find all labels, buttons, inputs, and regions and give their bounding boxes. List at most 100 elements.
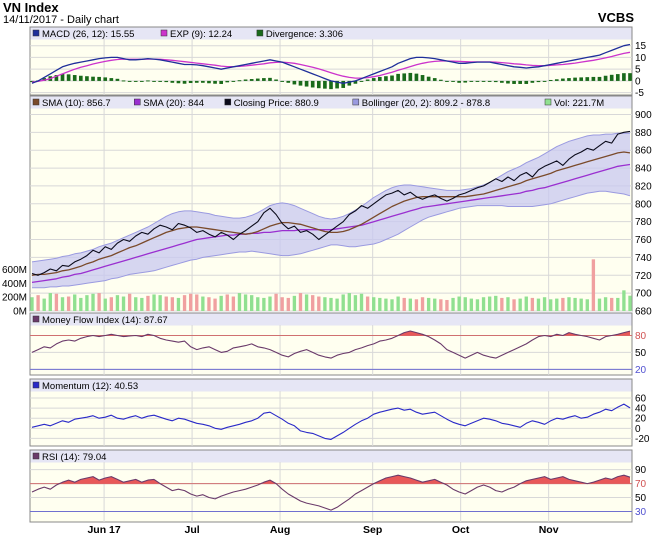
- volume-bar: [323, 297, 327, 311]
- price-legend-label: SMA (20): 844: [143, 98, 204, 109]
- macd-divergence-bar: [609, 74, 614, 81]
- volume-bar: [359, 293, 364, 311]
- macd-divergence-bar: [585, 77, 590, 81]
- volume-bar: [311, 295, 315, 311]
- macd-divergence-bar: [91, 76, 95, 81]
- volume-bar: [134, 297, 138, 311]
- macd-divergence-bar: [255, 78, 260, 81]
- macd-divergence-bar: [274, 79, 278, 81]
- volume-bar: [237, 293, 242, 311]
- volume-bar: [414, 299, 419, 311]
- volume-bar: [573, 297, 577, 311]
- macd-divergence-bar: [597, 76, 602, 81]
- macd-divergence-bar: [109, 78, 114, 81]
- macd-divergence-bar: [353, 80, 358, 84]
- volume-bar: [426, 297, 431, 311]
- macd-divergence-bar: [316, 80, 321, 89]
- x-axis-label: Aug: [270, 524, 290, 536]
- volume-bar: [201, 296, 205, 311]
- macd-divergence-bar: [341, 80, 346, 88]
- volume-bar: [207, 297, 211, 311]
- volume-bar: [530, 297, 535, 311]
- momentum-line: [31, 403, 631, 440]
- volume-bar: [341, 294, 345, 311]
- macd-divergence-bar: [262, 78, 266, 81]
- price-legend-swatch: [224, 98, 232, 106]
- volume-bar: [365, 296, 370, 311]
- macd-divergence-bar: [329, 80, 333, 90]
- bollinger-band: [32, 133, 630, 288]
- volume-bar: [317, 296, 321, 311]
- volume-bar: [475, 299, 480, 311]
- volume-bar: [518, 298, 522, 311]
- volume-bar: [231, 296, 236, 311]
- volume-bar: [66, 296, 71, 311]
- macd-divergence-bar: [140, 80, 144, 82]
- rsi-overbought-fill: [32, 475, 630, 484]
- macd-divergence-bar: [390, 75, 394, 81]
- volume-bar: [433, 298, 437, 311]
- macd-line: [31, 43, 631, 84]
- macd-divergence-bar: [451, 80, 455, 82]
- mfi-overbought-fill: [32, 331, 630, 336]
- volume-bar: [610, 297, 614, 311]
- macd-divergence-bar: [133, 80, 138, 82]
- macd-divergence-bar: [445, 80, 449, 82]
- volume-bar: [469, 298, 474, 311]
- macd-divergence-bar: [414, 73, 419, 81]
- volume-bar: [54, 293, 59, 311]
- volume-bar: [85, 295, 89, 311]
- volume-bar: [170, 297, 175, 311]
- sma10-line: [31, 151, 631, 276]
- macd-divergence-bar: [615, 74, 620, 81]
- volume-bar: [487, 296, 492, 311]
- volume-bar: [48, 293, 52, 311]
- volume-bar: [494, 295, 498, 311]
- volume-bar: [585, 299, 589, 311]
- macd-divergence-bar: [207, 80, 211, 84]
- macd-divergence-bar: [66, 74, 71, 81]
- macd-ytick-label: 10: [635, 53, 647, 64]
- volume-bar: [353, 295, 358, 311]
- volume-bar: [158, 295, 162, 311]
- mfi-ytick-label: 50: [635, 348, 647, 359]
- macd-divergence-bar: [518, 80, 522, 84]
- volume-bar: [597, 298, 602, 311]
- macd-legend-swatch: [32, 29, 40, 37]
- price-ytick-label: 820: [635, 181, 652, 192]
- macd-divergence-bar: [396, 73, 400, 81]
- momentum-legend-swatch: [32, 381, 40, 389]
- price-legend-label: Vol: 221.7M: [554, 98, 604, 109]
- brand-label: VCBS: [597, 10, 634, 25]
- macd-divergence-bar: [280, 80, 285, 82]
- price-legend-band: [30, 96, 632, 109]
- price-legend-swatch: [32, 98, 40, 106]
- macd-divergence-bar: [512, 80, 516, 84]
- momentum-legend-band: [30, 379, 632, 392]
- macd-divergence-bar: [115, 78, 120, 81]
- chart-title: VN Index: [3, 0, 59, 15]
- macd-divergence-bar: [268, 77, 272, 81]
- volume-bar: [335, 298, 339, 311]
- volume-bar: [439, 299, 443, 311]
- macd-divergence-bar: [530, 80, 535, 83]
- macd-divergence-bar: [457, 80, 461, 83]
- price-legend-label: SMA (10): 856.7: [42, 98, 111, 109]
- volume-bar: [603, 297, 608, 311]
- volume-bar: [109, 297, 113, 311]
- macd-divergence-bar: [524, 80, 529, 84]
- macd-divergence-bar: [493, 80, 498, 83]
- macd-divergence-bar: [591, 76, 596, 81]
- volume-bar: [500, 297, 504, 311]
- macd-divergence-bar: [60, 73, 65, 81]
- macd-divergence-bar: [359, 80, 364, 82]
- macd-divergence-bar: [603, 75, 608, 81]
- rsi-ytick-label: 70: [635, 479, 647, 490]
- mfi-line: [31, 330, 631, 359]
- price-ytick-label: 780: [635, 217, 652, 228]
- bollinger-upper-line: [31, 132, 630, 263]
- volume-bar: [298, 293, 303, 311]
- macd-divergence-bar: [622, 73, 626, 81]
- price-ytick-label: 900: [635, 110, 652, 121]
- volume-bar: [219, 295, 223, 311]
